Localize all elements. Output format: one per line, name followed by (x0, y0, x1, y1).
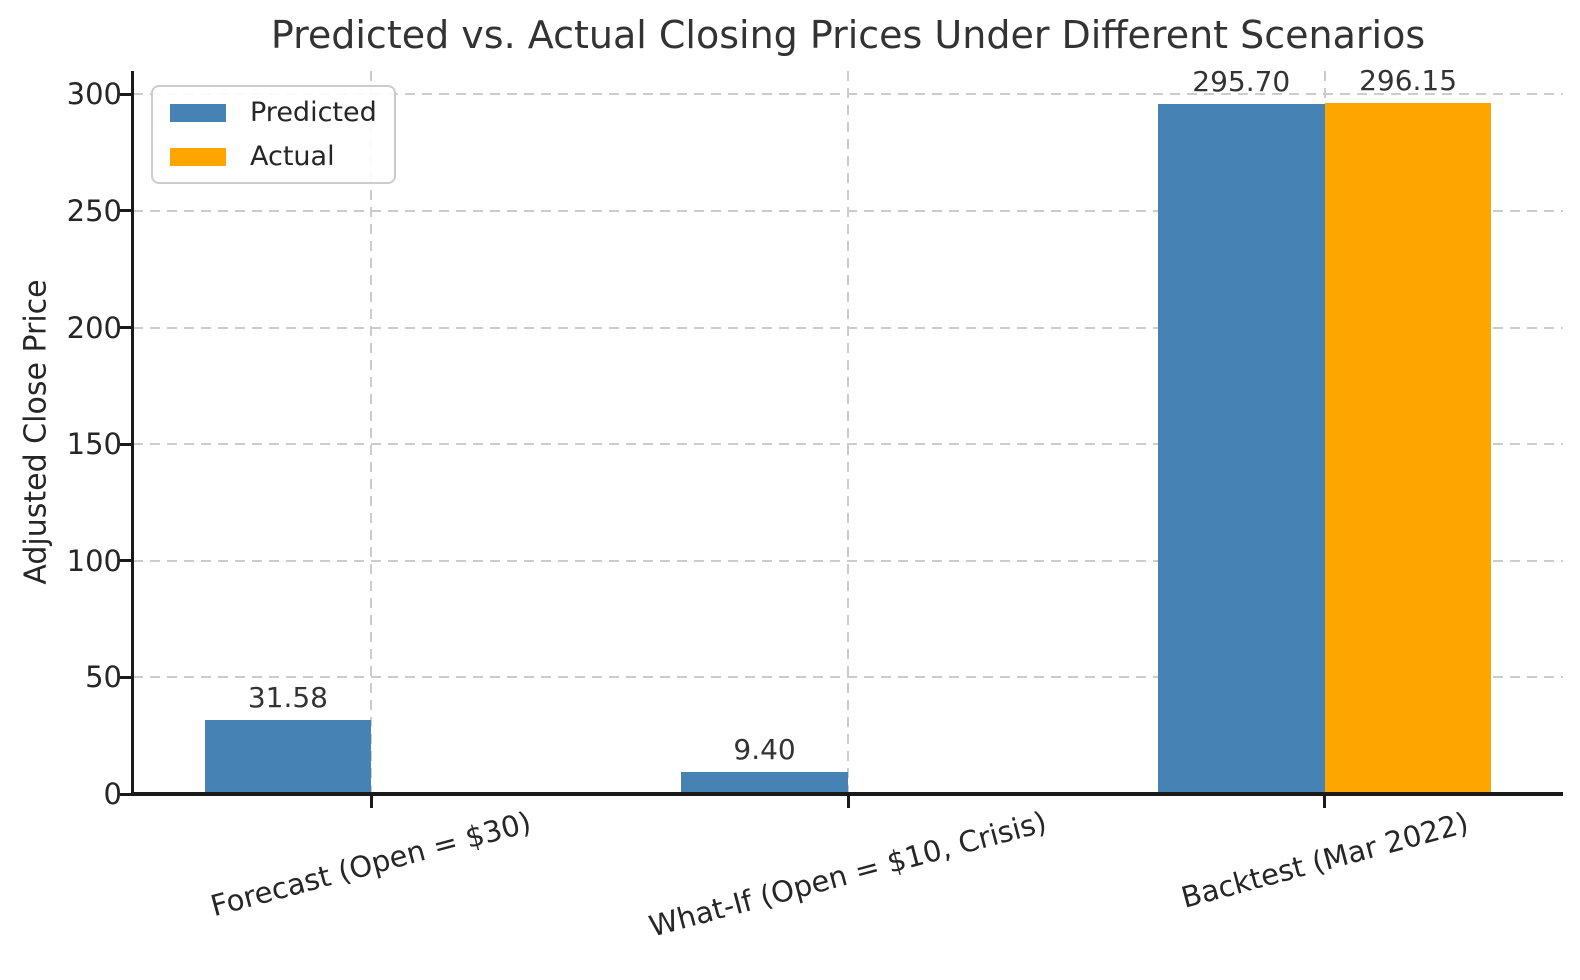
x-tick-label-category-1: What-If (Open = $10, Crisis) (645, 805, 1051, 944)
x-tick-mark-category-2 (1323, 794, 1327, 808)
v-gridline-category-1 (847, 71, 849, 794)
y-tick-label-250: 250 (66, 193, 122, 228)
y-axis-spine (131, 71, 134, 796)
x-tick-mark-category-1 (846, 794, 850, 808)
chart-title: Predicted vs. Actual Closing Prices Unde… (270, 13, 1426, 57)
y-tick-mark-200 (120, 326, 133, 330)
bar-predicted-category-2 (1157, 104, 1325, 794)
y-tick-label-50: 50 (85, 660, 122, 695)
legend-item-actual: Actual (170, 143, 377, 170)
bar-value-label-predicted-category-0: 31.58 (247, 681, 328, 715)
y-tick-label-100: 100 (66, 543, 122, 578)
actual-swatch (170, 147, 226, 166)
y-tick-label-300: 300 (66, 77, 122, 112)
predicted-swatch (170, 103, 226, 122)
y-tick-label-200: 200 (66, 310, 122, 345)
legend-label-actual: Actual (250, 141, 335, 172)
x-tick-label-category-0: Forecast (Open = $30) (207, 805, 535, 924)
x-tick-mark-category-0 (369, 794, 373, 808)
legend: Predicted Actual (151, 85, 396, 184)
legend-item-predicted: Predicted (170, 99, 377, 126)
bar-actual-category-2 (1324, 103, 1492, 794)
bar-predicted-category-0 (204, 720, 372, 794)
y-tick-label-0: 0 (103, 777, 122, 811)
y-tick-mark-150 (120, 442, 133, 446)
y-tick-mark-0 (120, 792, 133, 796)
x-tick-label-category-2: Backtest (Mar 2022) (1177, 805, 1472, 915)
y-tick-mark-100 (120, 559, 133, 563)
y-tick-label-150: 150 (66, 427, 122, 462)
y-tick-mark-50 (120, 675, 133, 679)
bar-value-label-predicted-category-2: 295.70 (1192, 65, 1291, 99)
bar-value-label-actual-category-2: 296.15 (1359, 64, 1458, 98)
y-tick-mark-300 (120, 92, 133, 96)
y-tick-mark-250 (120, 209, 133, 213)
legend-label-predicted: Predicted (250, 97, 377, 128)
v-gridline-category-0 (370, 71, 373, 794)
bar-value-label-predicted-category-1: 9.40 (733, 733, 796, 767)
bar-predicted-category-1 (681, 772, 848, 794)
